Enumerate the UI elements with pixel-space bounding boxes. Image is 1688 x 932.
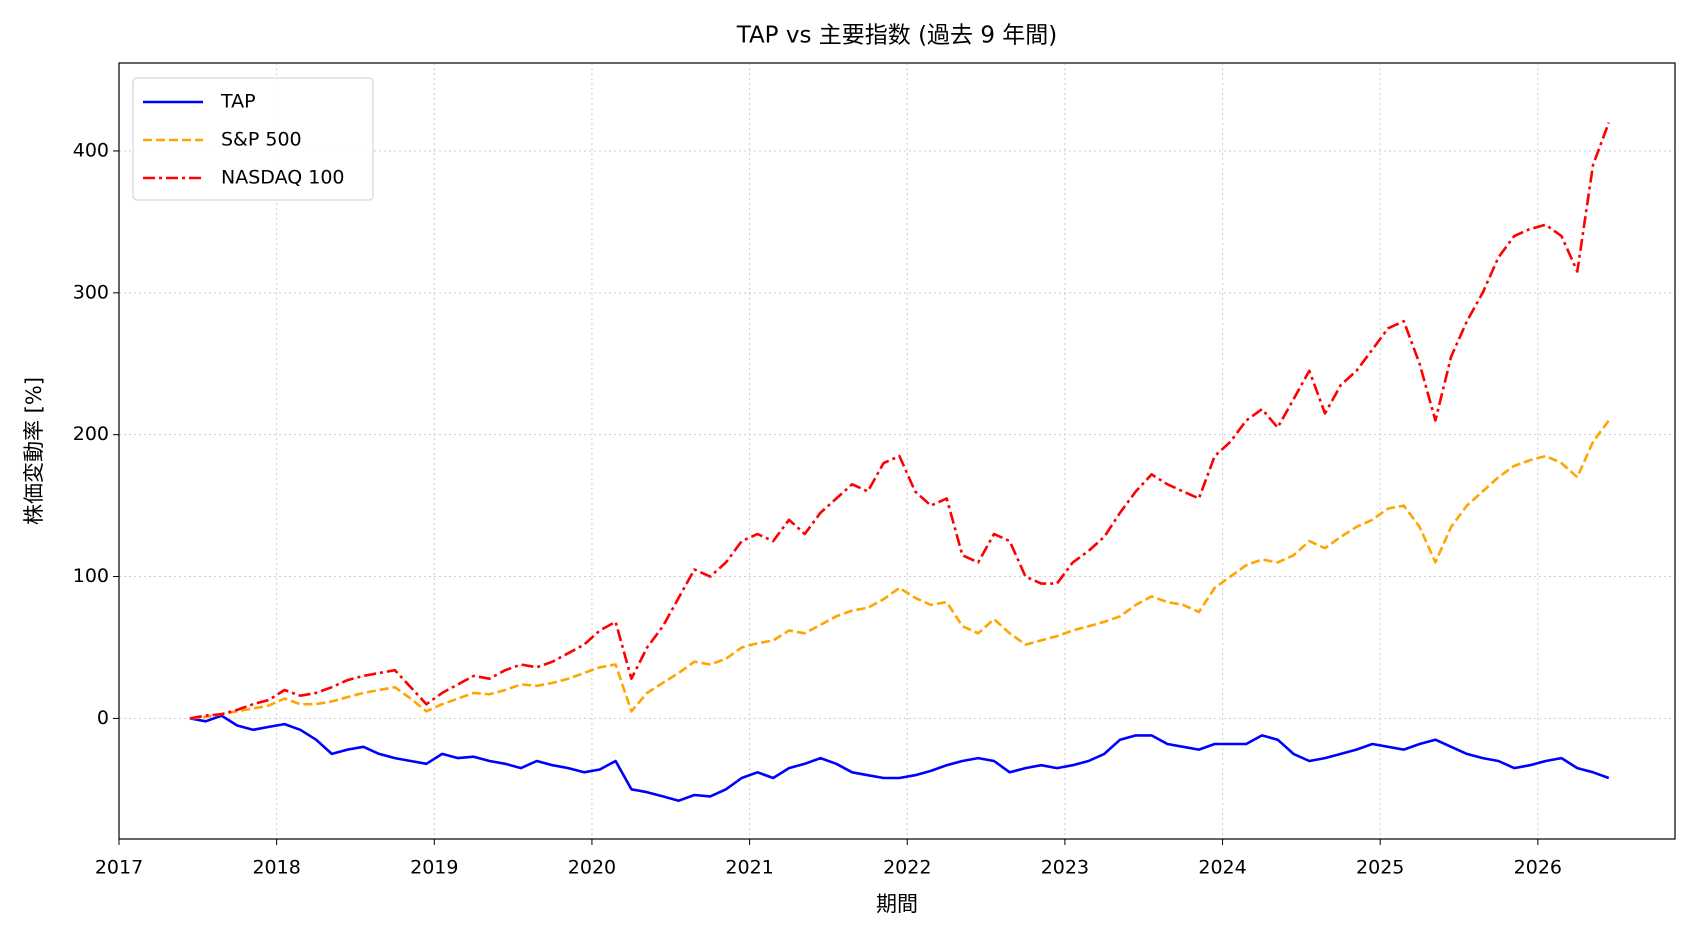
x-tick-label: 2023 [1041,857,1089,879]
x-tick-label: 2020 [568,857,616,879]
x-tick-label: 2026 [1514,857,1562,879]
legend-box [132,77,374,201]
series-line [189,122,1611,720]
x-tick-label: 2025 [1356,857,1404,879]
x-axis-label: 期間 [876,892,918,916]
y-tick-label: 300 [73,281,109,303]
legend-label: TAP [220,91,256,113]
x-tick-label: 2019 [410,857,458,879]
y-tick-label: 200 [73,423,109,445]
x-tick-label: 2021 [725,857,773,879]
y-tick-label: 100 [73,565,109,587]
legend-label: S&P 500 [221,129,302,151]
legend-label: NASDAQ 100 [221,167,345,189]
x-tick-label: 2022 [883,857,931,879]
x-tick-label: 2017 [95,857,143,879]
x-tick-label: 2024 [1198,857,1246,879]
y-axis-label: 株価変動率 [%] [22,377,46,525]
y-tick-label: 400 [73,139,109,161]
x-tick-label: 2018 [252,857,300,879]
series-line [189,714,1610,802]
chart-title: TAP vs 主要指数 (過去 9 年間) [736,23,1058,49]
series-line [189,419,1610,720]
y-tick-label: 0 [97,707,109,729]
plot-frame [118,62,1676,840]
